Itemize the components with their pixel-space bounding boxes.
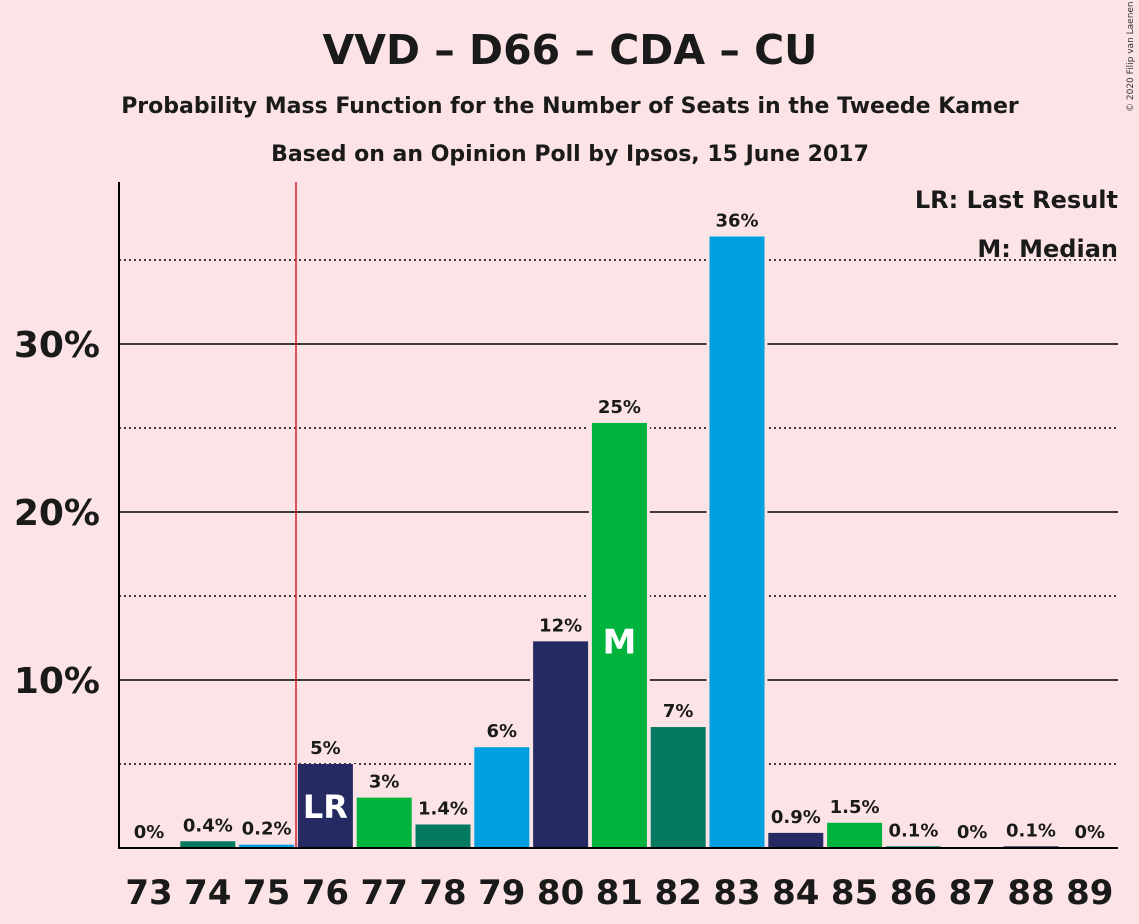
value-label: 3% — [369, 772, 400, 793]
bar-seat-77 — [356, 797, 412, 848]
bar-seat-74 — [180, 841, 236, 848]
bar-seat-81 — [591, 422, 647, 848]
value-label: 6% — [487, 721, 518, 742]
bar-seat-83 — [709, 236, 765, 849]
x-tick-label: 86 — [890, 873, 937, 913]
bar-seat-80 — [533, 641, 589, 848]
x-tick-label: 76 — [302, 873, 349, 913]
y-tick-label: 20% — [14, 493, 100, 534]
x-tick-label: 78 — [419, 873, 466, 913]
x-tick-label: 80 — [537, 873, 584, 913]
value-label: 0.2% — [242, 819, 292, 840]
legend-median: M: Median — [977, 235, 1118, 263]
value-label: 1.5% — [830, 797, 880, 818]
bar-seat-78 — [415, 824, 471, 848]
value-label: 7% — [663, 701, 694, 722]
x-tick-label: 77 — [361, 873, 408, 913]
value-label: 12% — [539, 615, 582, 636]
bar-seat-75 — [239, 844, 295, 848]
bar-seat-84 — [768, 832, 824, 848]
x-tick-label: 88 — [1007, 873, 1054, 913]
x-tick-label: 82 — [655, 873, 702, 913]
bar-seat-76 — [297, 764, 353, 848]
x-tick-label: 83 — [713, 873, 760, 913]
x-tick-label: 89 — [1066, 873, 1113, 913]
legend-last-result: LR: Last Result — [915, 186, 1118, 214]
x-tick-label: 73 — [125, 873, 172, 913]
x-tick-label: 74 — [184, 873, 231, 913]
value-label: 0% — [134, 822, 165, 843]
chart-subtitle: Probability Mass Function for the Number… — [121, 94, 1019, 119]
x-tick-label: 85 — [831, 873, 878, 913]
value-label: 0% — [1075, 822, 1106, 843]
value-label: 1.4% — [418, 798, 468, 819]
value-label: 0.4% — [183, 815, 233, 836]
bar-seat-82 — [650, 727, 706, 848]
y-tick-label: 30% — [14, 325, 100, 366]
value-label: 5% — [310, 738, 341, 759]
x-tick-label: 75 — [243, 873, 290, 913]
x-tick-label: 84 — [772, 873, 819, 913]
value-label: 25% — [598, 397, 641, 418]
value-label: 0% — [957, 822, 988, 843]
gridlines: 10% 20% 30% — [14, 259, 1118, 765]
value-label: 0.9% — [771, 807, 821, 828]
chart-title: VVD – D66 – CDA – CU — [323, 26, 818, 74]
x-tick-label: 79 — [478, 873, 525, 913]
y-tick-label: 10% — [14, 661, 100, 702]
value-label: 0.1% — [888, 820, 938, 841]
x-tick-labels: 73 74 75 76 77 78 79 80 81 82 83 84 85 86 87 88 89 — [125, 873, 1113, 913]
x-tick-label: 87 — [949, 873, 996, 913]
bar-seat-79 — [474, 747, 530, 848]
bar-seat-85 — [827, 822, 883, 848]
value-label: 36% — [715, 210, 758, 231]
chart-subtitle-source: Based on an Opinion Poll by Ipsos, 15 Ju… — [271, 142, 869, 167]
value-labels: 0% 0.4% 0.2% 5% 3% 1.4% 6% 12% 25% 7% 36% 0.9% 1.5% 0… — [134, 210, 1105, 843]
bars — [177, 182, 1062, 849]
copyright-notice: © 2020 Filip van Laenen — [1126, 1, 1136, 112]
median-marker: M — [602, 622, 636, 662]
last-result-marker: LR — [303, 788, 348, 826]
value-label: 0.1% — [1006, 820, 1056, 841]
x-tick-label: 81 — [596, 873, 643, 913]
